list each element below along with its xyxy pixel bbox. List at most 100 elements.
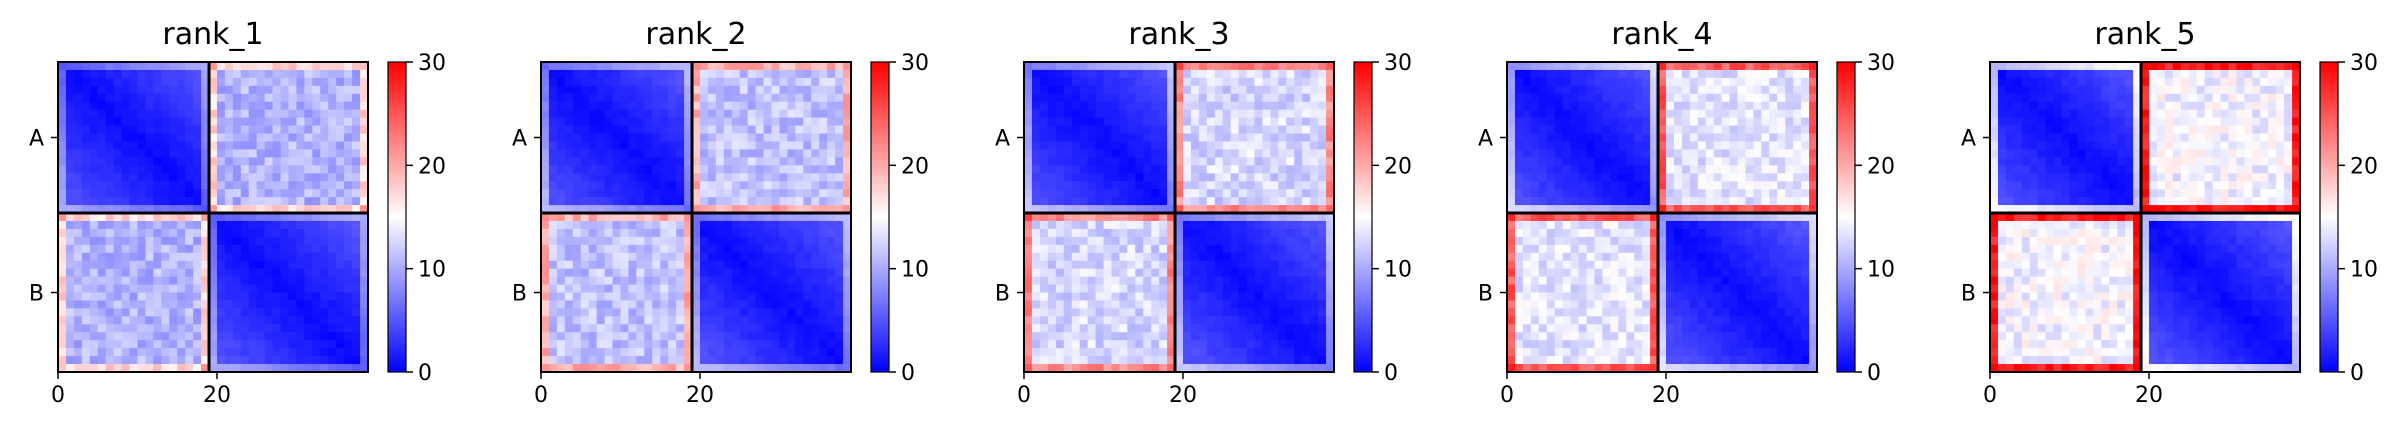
heatmap-cell — [1809, 109, 1818, 119]
heatmap-cell — [232, 173, 242, 182]
heatmap-cell — [1721, 69, 1731, 79]
heatmap-cell — [121, 308, 131, 317]
heatmap-cell — [1087, 69, 1097, 79]
heatmap-cell — [161, 220, 170, 230]
heatmap-cell — [541, 260, 550, 270]
heatmap-cell — [564, 117, 574, 127]
heatmap-cell — [1159, 252, 1168, 262]
heatmap-cell — [1326, 77, 1335, 87]
heatmap-cell — [1143, 62, 1152, 71]
heatmap-cell — [572, 213, 582, 222]
heatmap-cell — [1634, 77, 1643, 87]
heatmap-cell — [193, 149, 202, 158]
heatmap-cell — [1063, 340, 1073, 349]
heatmap-cell — [224, 69, 234, 79]
heatmap-cell — [288, 213, 298, 222]
heatmap-cell — [636, 236, 645, 246]
heatmap-cell — [240, 77, 250, 87]
heatmap-cell — [1159, 332, 1168, 341]
heatmap-cell — [1159, 316, 1168, 325]
heatmap-cell — [1055, 284, 1065, 294]
heatmap-cell — [588, 324, 598, 333]
heatmap-cell — [185, 348, 194, 357]
heatmap-cell — [668, 213, 677, 222]
heatmap-cell — [1262, 332, 1272, 341]
heatmap-cell — [1190, 125, 1200, 135]
heatmap-cell — [819, 85, 828, 95]
heatmap-cell — [1111, 220, 1120, 230]
heatmap-cell — [668, 189, 677, 198]
heatmap-cell — [1055, 173, 1065, 182]
heatmap-cell — [153, 332, 162, 341]
heatmap-cell — [232, 236, 242, 246]
heatmap-cell — [1055, 125, 1065, 135]
heatmap-cell — [835, 141, 844, 151]
heatmap-cell — [185, 220, 194, 230]
heatmap-cell — [739, 197, 749, 206]
heatmap-cell — [1071, 316, 1081, 325]
heatmap-cell — [628, 316, 637, 325]
heatmap-cell — [556, 213, 566, 222]
heatmap-cell — [707, 252, 717, 262]
heatmap-cell — [209, 189, 218, 198]
heatmap-cell — [264, 316, 274, 325]
heatmap-cell — [795, 69, 804, 79]
heatmap-cell — [105, 332, 115, 341]
heatmap-cell — [1246, 332, 1256, 341]
heatmap-cell — [1697, 125, 1707, 135]
heatmap-cell — [1206, 173, 1216, 182]
heatmap-cell — [129, 141, 139, 151]
heatmap-cell — [636, 260, 645, 270]
heatmap-cell — [747, 109, 757, 119]
heatmap-cell — [684, 125, 693, 135]
heatmap-cell — [1039, 284, 1049, 294]
heatmap-cell — [296, 85, 306, 95]
heatmap-cell — [1206, 252, 1216, 262]
heatmap-cell — [177, 197, 186, 206]
heatmap-cell — [668, 141, 677, 151]
heatmap-cell — [819, 213, 828, 222]
heatmap-cell — [1151, 276, 1160, 286]
heatmap-cell — [835, 93, 844, 103]
heatmap-cell — [795, 340, 804, 349]
heatmap-cell — [1047, 300, 1057, 310]
heatmap-cell — [129, 300, 139, 310]
heatmap-cell — [81, 228, 91, 238]
heatmap-cell — [81, 85, 91, 95]
heatmap-cell — [779, 276, 789, 286]
heatmap-cell — [652, 356, 661, 365]
heatmap-cell — [1182, 340, 1192, 349]
heatmap-cell — [185, 93, 194, 103]
heatmap-cell — [612, 173, 622, 182]
heatmap-cell — [193, 292, 202, 302]
heatmap-cell — [819, 324, 828, 333]
heatmap-cell — [1318, 332, 1327, 341]
heatmap-cell — [328, 141, 337, 151]
heatmap-cell — [1642, 93, 1651, 103]
heatmap-cell — [692, 125, 701, 135]
heatmap-cell — [1238, 157, 1248, 166]
heatmap-cell — [692, 85, 701, 95]
heatmap-cell — [1214, 85, 1224, 95]
heatmap-cell — [1222, 252, 1232, 262]
heatmap-cell — [564, 356, 574, 365]
heatmap-cell — [1238, 181, 1248, 190]
heatmap-cell — [1206, 236, 1216, 246]
heatmap-cell — [240, 236, 250, 246]
heatmap-cell — [224, 268, 234, 278]
heatmap-cell — [580, 324, 590, 333]
heatmap-cell — [169, 260, 178, 270]
heatmap-cell — [1031, 292, 1041, 302]
heatmap-cell — [747, 252, 757, 262]
heatmap-cell — [843, 276, 852, 286]
axes-frame — [57, 61, 369, 373]
heatmap-cell — [344, 85, 353, 95]
heatmap-cell — [1594, 133, 1603, 143]
heatmap-cell — [81, 117, 91, 127]
heatmap-cell — [1594, 117, 1603, 127]
heatmap-cell — [763, 85, 773, 95]
heatmap-cell — [628, 213, 637, 222]
heatmap-cell — [1095, 157, 1105, 166]
heatmap-cell — [360, 62, 369, 71]
